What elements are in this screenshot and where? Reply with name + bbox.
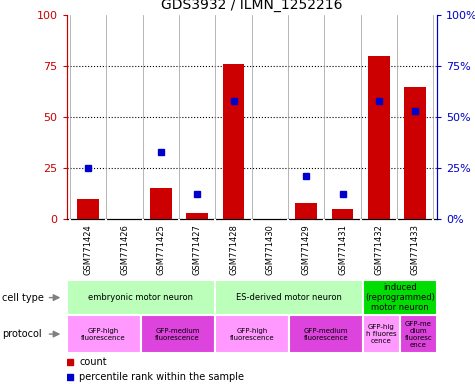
Bar [77, 199, 99, 219]
Text: GSM771431: GSM771431 [338, 224, 347, 275]
Text: GFP-high
fluorescence: GFP-high fluorescence [229, 328, 274, 341]
Bar [400, 315, 437, 353]
Text: embryonic motor neuron: embryonic motor neuron [88, 293, 193, 302]
Bar [404, 87, 426, 219]
Text: GSM771429: GSM771429 [302, 224, 311, 275]
Bar [215, 315, 289, 353]
Bar [66, 315, 141, 353]
Text: GSM771425: GSM771425 [156, 224, 165, 275]
Text: cell type: cell type [2, 293, 44, 303]
Text: GSM771424: GSM771424 [84, 224, 93, 275]
Bar [368, 56, 390, 219]
Text: GFP-medium
fluorescence: GFP-medium fluorescence [304, 328, 348, 341]
Bar [66, 280, 215, 315]
Text: percentile rank within the sample: percentile rank within the sample [79, 372, 245, 382]
Title: GDS3932 / ILMN_1252216: GDS3932 / ILMN_1252216 [161, 0, 342, 12]
Text: induced
(reprogrammed)
motor neuron: induced (reprogrammed) motor neuron [365, 283, 435, 313]
Text: count: count [79, 357, 107, 367]
Text: GFP-medium
fluorescence: GFP-medium fluorescence [155, 328, 200, 341]
Bar [186, 213, 208, 219]
Text: GSM771428: GSM771428 [229, 224, 238, 275]
Bar [363, 280, 437, 315]
Text: GSM771427: GSM771427 [193, 224, 202, 275]
Bar [150, 189, 172, 219]
Bar [215, 280, 363, 315]
Bar [363, 315, 400, 353]
Text: ES-derived motor neuron: ES-derived motor neuron [236, 293, 342, 302]
Bar [332, 209, 353, 219]
Text: GSM771426: GSM771426 [120, 224, 129, 275]
Bar [289, 315, 363, 353]
Bar [223, 64, 245, 219]
Bar [295, 203, 317, 219]
Bar [141, 315, 215, 353]
Text: GFP-hig
h fluores
cence: GFP-hig h fluores cence [366, 324, 397, 344]
Text: GFP-high
fluorescence: GFP-high fluorescence [81, 328, 126, 341]
Text: GSM771432: GSM771432 [374, 224, 383, 275]
Text: GSM771430: GSM771430 [266, 224, 275, 275]
Text: protocol: protocol [2, 329, 42, 339]
Text: GFP-me
dium
fluoresc
ence: GFP-me dium fluoresc ence [405, 321, 432, 348]
Text: GSM771433: GSM771433 [411, 224, 420, 275]
